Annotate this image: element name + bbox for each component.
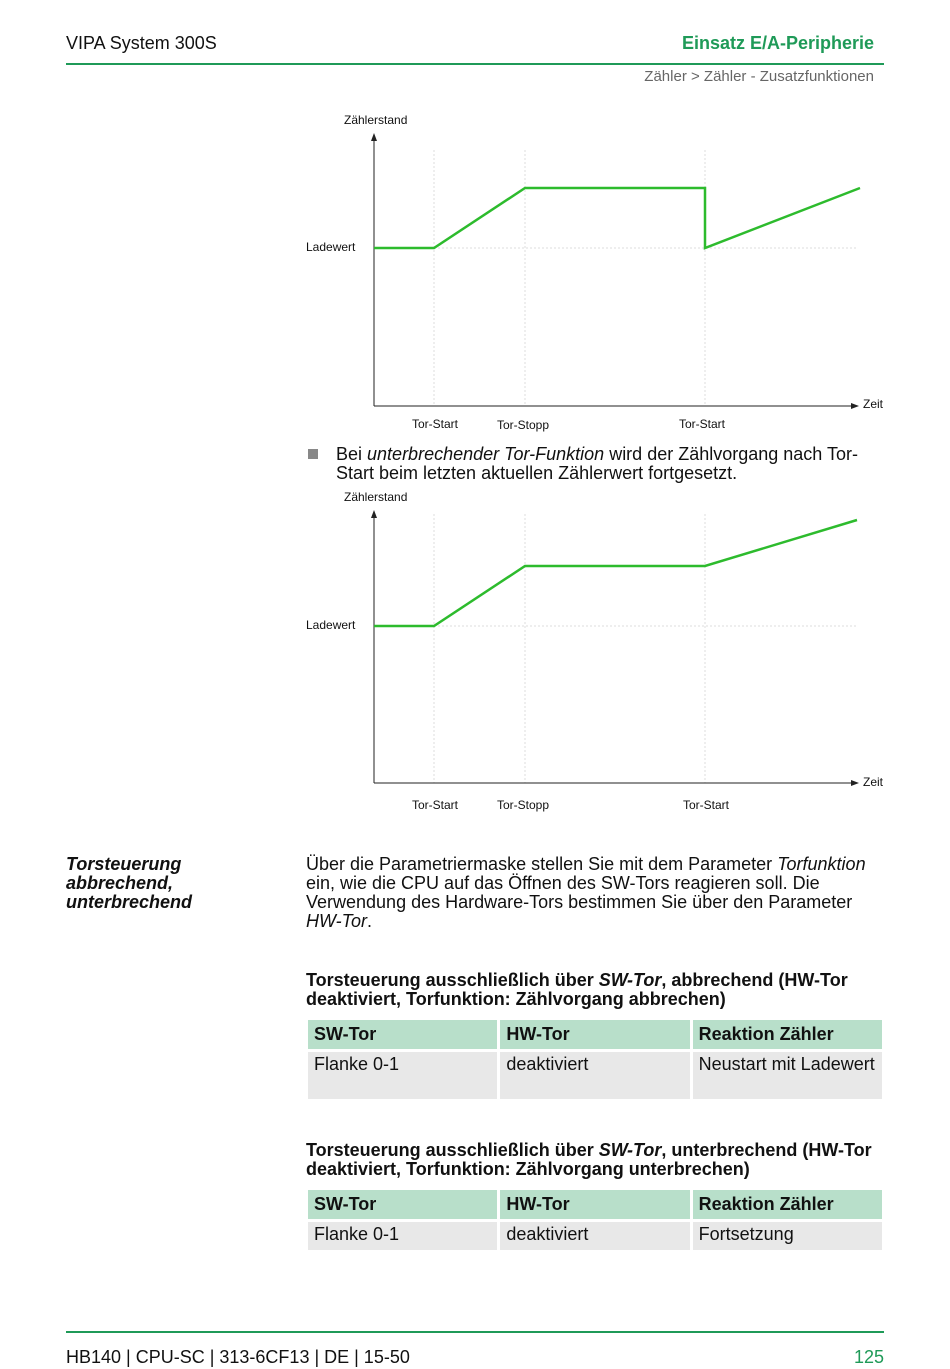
counter-curve (374, 518, 858, 628)
text-run: ein, wie die CPU auf das Öffnen des SW-T… (306, 873, 853, 912)
header-cell: SW-Tor (308, 1190, 498, 1219)
header-cell: SW-Tor (308, 1020, 498, 1049)
text-run: Bei (336, 444, 368, 464)
page-number: 125 (853, 1347, 884, 1367)
diagrams: Zählerstand Ladewert Zeit Tor-Start Tor-… (306, 113, 884, 812)
header-cell: Reaktion Zähler (692, 1020, 882, 1049)
text-run: . (367, 911, 373, 931)
y-label: Zählerstand (344, 113, 407, 127)
cell: Neustart mit Ladewert (692, 1052, 882, 1099)
event-label: Tor-Start (412, 417, 459, 431)
cell: Flanke 0-1 (308, 1052, 498, 1099)
text-run: Über die Parametriermaske stellen Sie mi… (306, 854, 778, 874)
text-run: wird der Zählvorgang nach Tor-Start beim… (336, 444, 858, 483)
diagram: Zählerstand Ladewert Zeit Tor-Start Tor-… (306, 113, 884, 432)
section-text: Über die Parametriermaske stellen Sie mi… (306, 855, 884, 931)
footer-left: HB140 | CPU-SC | 313-6CF13 | DE | 15-50 (66, 1347, 410, 1367)
load-label: Ladewert (306, 240, 356, 254)
event-label: Tor-Start (412, 798, 459, 812)
table: SW-Tor HW-Tor Reaktion Zähler Flanke 0-1 de… (305, 1187, 885, 1253)
event-label: Tor-Start (683, 798, 730, 812)
text-run: HW-Tor (306, 911, 368, 931)
text-run: , unterbrechend (HW-Tor deaktiviert, Tor… (306, 1140, 872, 1179)
event-label: Tor-Stopp (497, 418, 549, 432)
bullet-text: Bei unterbrechender Tor-Funktion wird de… (336, 445, 886, 483)
header-rule (66, 63, 884, 65)
section-heading: Torsteuerung abbrechend, unterbrechend (66, 854, 193, 912)
table: SW-Tor HW-Tor Reaktion Zähler Flanke 0-1 de… (305, 1017, 885, 1102)
header-right: Einsatz E/A-Peripherie (681, 33, 874, 53)
x-label: Zeit (863, 775, 884, 789)
text-run: Torsteuerung ausschließlich über (306, 970, 599, 990)
cell: deaktiviert (500, 1052, 690, 1099)
table-caption: Torsteuerung ausschließlich über SW-Tor,… (306, 971, 884, 1009)
cell: deaktiviert (500, 1222, 690, 1250)
text-run: , abbrechend (HW-Tor deaktiviert, Torfun… (306, 970, 848, 1009)
cell: Fortsetzung (692, 1222, 882, 1250)
y-label: Zählerstand (344, 490, 407, 504)
header-left: VIPA System 300S (66, 33, 217, 53)
text-run: SW-Tor (598, 970, 662, 990)
text-run: unterbrechender Tor-Funktion (367, 444, 605, 464)
text-run: Torsteuerung ausschließlich über (306, 1140, 599, 1160)
header-cell: Reaktion Zähler (692, 1190, 882, 1219)
footer-rule (66, 1331, 884, 1333)
event-label: Tor-Stopp (497, 798, 549, 812)
x-label: Zeit (863, 397, 884, 411)
table-caption: Torsteuerung ausschließlich über SW-Tor,… (306, 1141, 884, 1179)
text-run: SW-Tor (598, 1140, 662, 1160)
header-cell: HW-Tor (500, 1190, 690, 1219)
bullet-icon (308, 449, 318, 459)
load-label: Ladewert (306, 618, 356, 632)
breadcrumb: Zähler > Zähler - Zusatzfunktionen (644, 68, 874, 85)
diagram: Zählerstand Ladewert Zeit Tor-Start Tor-… (306, 490, 884, 812)
event-label: Tor-Start (679, 417, 726, 431)
text-run: Torfunktion (777, 854, 866, 874)
counter-curve (374, 186, 861, 250)
header-cell: HW-Tor (500, 1020, 690, 1049)
cell: Flanke 0-1 (308, 1222, 498, 1250)
